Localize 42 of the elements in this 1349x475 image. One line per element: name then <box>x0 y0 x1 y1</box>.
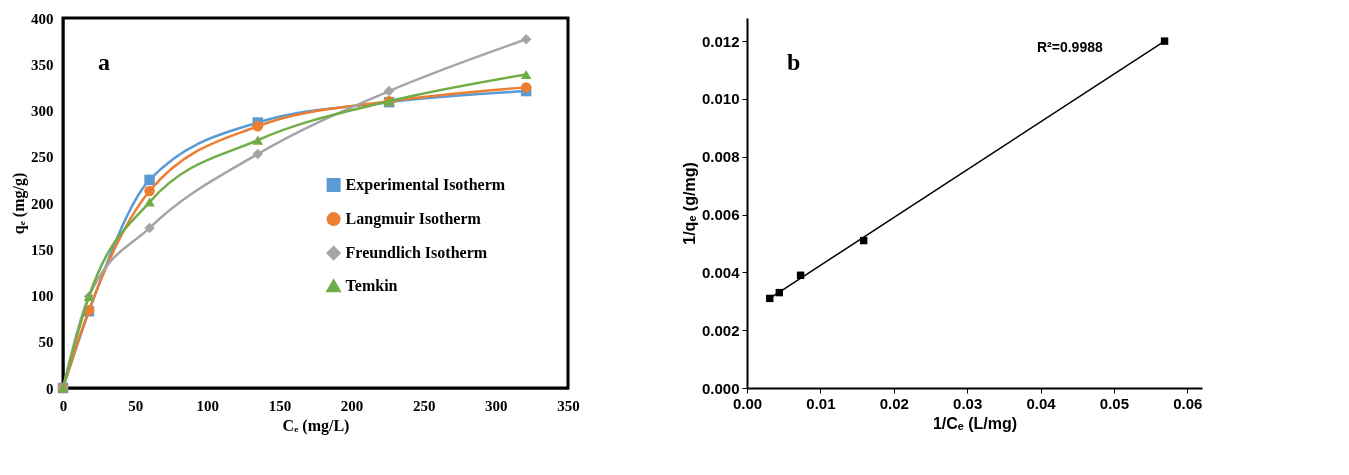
x-tick-label: 0.02 <box>879 394 909 412</box>
y-tick-label: 300 <box>31 103 54 119</box>
y-axis-title: 1/qₑ (g/mg) <box>680 162 698 245</box>
y-tick-label: 0.008 <box>701 148 740 166</box>
x-axis-title: 1/Cₑ (L/mg) <box>932 414 1018 432</box>
y-tick-label: 0.010 <box>701 90 740 108</box>
x-tick-label: 100 <box>196 397 220 414</box>
y-tick-label: 0.002 <box>701 321 740 339</box>
legend-label: Experimental Isotherm <box>345 176 506 195</box>
x-tick-label: 200 <box>340 397 364 414</box>
y-tick-label: 350 <box>31 56 54 73</box>
y-tick-label: 0.012 <box>701 32 740 50</box>
y-axis-title: qₑ (mg/g) <box>10 172 28 235</box>
y-tick-label: 250 <box>31 149 54 166</box>
x-tick-label: 150 <box>268 397 292 414</box>
y-tick-label: 100 <box>31 288 54 304</box>
y-tick-label: 0.000 <box>701 379 740 397</box>
x-tick-label: 0.04 <box>1026 394 1057 412</box>
y-tick-label: 0.004 <box>701 263 741 281</box>
legend-label: Langmuir Isotherm <box>345 210 482 229</box>
legend-label: Temkin <box>345 277 398 295</box>
y-tick-label: 50 <box>38 334 54 351</box>
x-tick-label: 0.06 <box>1173 394 1203 412</box>
x-tick-label: 0 <box>59 397 68 414</box>
x-tick-label: 250 <box>412 397 436 414</box>
x-tick-label: 0.01 <box>806 394 836 412</box>
annotation: R²=0.9988 <box>1037 39 1103 55</box>
annotation: a <box>98 49 110 75</box>
y-tick-label: 400 <box>31 10 54 27</box>
legend-label: Freundlich Isotherm <box>345 244 488 262</box>
y-tick-label: 0 <box>46 380 54 397</box>
x-tick-label: 50 <box>128 397 144 414</box>
x-tick-label: 350 <box>557 397 580 414</box>
x-tick-label: 0.03 <box>953 394 983 412</box>
y-tick-label: 150 <box>31 241 54 258</box>
x-axis-title: Cₑ (mg/L) <box>282 416 350 435</box>
x-tick-label: 300 <box>485 397 508 414</box>
x-tick-label: 0.05 <box>1099 394 1130 412</box>
x-tick-label: 0.00 <box>732 394 763 412</box>
y-tick-label: 0.006 <box>701 206 740 224</box>
annotation: b <box>787 49 801 75</box>
y-tick-label: 200 <box>31 195 54 212</box>
